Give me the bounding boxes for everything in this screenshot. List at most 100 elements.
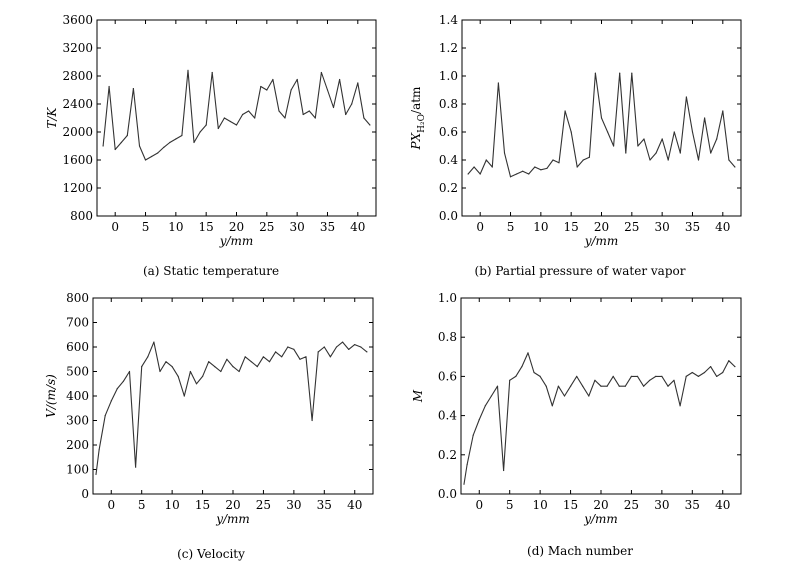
data-point: [208, 361, 210, 363]
data-point: [272, 78, 274, 81]
data-point: [181, 134, 183, 137]
data-point: [163, 146, 165, 148]
x-tick-label: 10: [532, 498, 547, 512]
data-point: [679, 405, 681, 407]
data-point: [618, 385, 620, 387]
data-point: [697, 159, 700, 161]
data-point: [631, 72, 633, 74]
data-point: [594, 379, 596, 381]
data-point: [281, 356, 283, 358]
data-point: [335, 346, 338, 348]
x-tick-label: 10: [168, 220, 183, 234]
data-point: [317, 351, 319, 353]
data-point: [199, 131, 201, 133]
y-tick-label: 0.0: [438, 487, 457, 501]
data-point: [351, 103, 353, 105]
data-point: [177, 375, 179, 377]
chart-panel-3: 0 100 200 300 400 500 600 700 800 0 5 10 15 20 25 30 35 4…: [44, 291, 374, 561]
data-point: [369, 124, 371, 126]
data-point: [229, 120, 231, 123]
data-point: [116, 388, 118, 390]
data-point: [522, 170, 524, 172]
data-point: [643, 385, 645, 387]
data-point: [734, 166, 736, 168]
data-point: [576, 375, 578, 377]
data-point: [473, 166, 475, 168]
data-point: [205, 124, 207, 126]
y-tick-label: 0: [81, 487, 89, 501]
x-tick-label: 0: [107, 498, 115, 512]
data-point: [472, 434, 474, 436]
data-point: [582, 159, 584, 161]
data-point: [189, 370, 191, 373]
data-point: [357, 82, 359, 84]
data-point: [266, 89, 268, 91]
series-line-T: [102, 69, 371, 161]
data-point: [354, 344, 356, 346]
data-point: [135, 466, 137, 468]
y-tick-label: 400: [66, 389, 89, 403]
data-point: [685, 96, 688, 98]
y-axis-label: V/(m/s): [44, 374, 58, 418]
data-point: [685, 375, 687, 377]
data-point: [673, 379, 675, 381]
data-point: [151, 155, 153, 158]
data-point: [248, 110, 250, 112]
y-tick-label: 1200: [62, 181, 93, 195]
data-point: [138, 145, 141, 147]
data-point: [563, 395, 566, 397]
x-tick-label: 25: [256, 498, 271, 512]
data-point: [342, 341, 344, 343]
data-point: [552, 159, 554, 161]
data-point: [128, 370, 131, 373]
data-point: [636, 375, 639, 377]
data-point: [643, 138, 645, 140]
y-tick-label: 0.4: [439, 153, 458, 167]
data-point: [466, 464, 468, 466]
data-point: [284, 117, 286, 119]
data-point: [545, 385, 547, 387]
data-point: [564, 110, 566, 112]
y-axis-label: PXH₂O/atm: [409, 86, 427, 150]
data-point: [305, 356, 307, 358]
data-point: [619, 72, 621, 74]
series-line-PX_H2O: [467, 72, 736, 178]
data-point: [217, 127, 219, 130]
data-point: [293, 348, 295, 350]
data-point: [95, 473, 97, 475]
data-point: [467, 173, 469, 175]
data-point: [485, 159, 487, 161]
y-tick-label: 2400: [62, 97, 93, 111]
data-point: [478, 418, 480, 421]
data-point: [98, 449, 100, 451]
x-tick-label: 0: [476, 220, 484, 234]
x-axis-label: y/mm: [215, 512, 250, 526]
x-tick-label: 15: [564, 220, 579, 234]
y-tick-label: 300: [66, 414, 89, 428]
data-point: [661, 138, 663, 140]
y-tick-label: 800: [70, 209, 93, 223]
data-point: [722, 110, 724, 112]
data-point: [624, 385, 626, 387]
x-axis-label: y/mm: [584, 234, 619, 248]
x-tick-label: 40: [350, 220, 365, 234]
data-point: [147, 356, 149, 358]
data-point: [278, 110, 280, 112]
x-tick-label: 35: [317, 498, 332, 512]
data-point: [329, 356, 331, 358]
series-line-V: [95, 341, 368, 475]
data-point: [534, 166, 536, 168]
data-point: [612, 375, 614, 377]
data-point: [557, 385, 560, 387]
data-point: [262, 356, 264, 358]
data-point: [171, 366, 173, 368]
data-point: [479, 173, 481, 175]
data-point: [232, 366, 234, 368]
data-point: [132, 88, 134, 90]
data-point: [165, 361, 167, 363]
x-tick-label: 30: [655, 220, 670, 234]
y-tick-label: 0.2: [439, 181, 458, 195]
y-tick-label: 1.4: [439, 13, 458, 27]
y-tick-label: 700: [66, 316, 89, 330]
panel-caption: (c) Velocity: [177, 547, 245, 561]
